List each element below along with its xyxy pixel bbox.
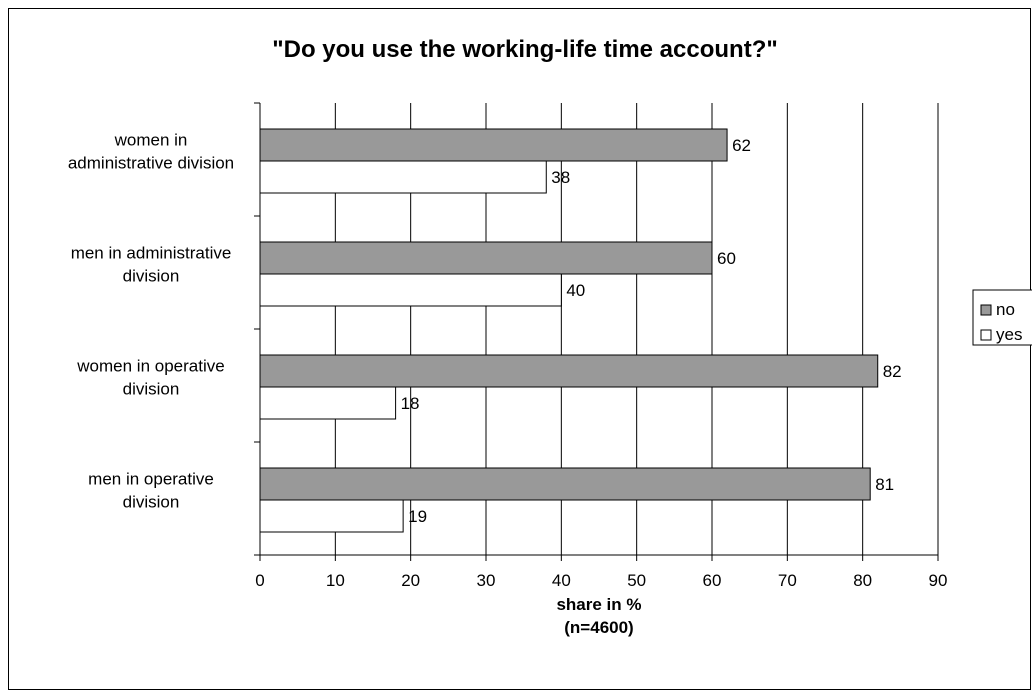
bar-yes [259, 273, 562, 307]
legend-swatch-yes [980, 329, 992, 341]
x-tick-label: 20 [401, 571, 420, 590]
category-label-line: administrative division [68, 154, 234, 173]
bar-yes [259, 499, 404, 533]
category-label: men in operative division [88, 470, 214, 512]
category-label-line: women in operative [76, 357, 224, 376]
category-labels: women in administrative division men in ad… [68, 131, 234, 512]
x-tick-label: 60 [703, 571, 722, 590]
bars [259, 128, 879, 533]
data-label-yes: 38 [551, 168, 570, 187]
category-label: men in administrative division [71, 244, 232, 286]
legend-swatch-no [980, 304, 992, 316]
x-axis-title-line: share in % [556, 595, 641, 614]
legend: no yes [972, 289, 1033, 346]
x-axis: 0 10 20 30 40 50 60 70 80 90 [255, 554, 948, 590]
x-axis-title: share in % (n=4600) [556, 595, 641, 637]
data-label-yes: 40 [566, 281, 585, 300]
category-label: women in administrative division [68, 131, 234, 173]
data-label-yes: 18 [401, 394, 420, 413]
bar-no [259, 241, 713, 275]
bar-chart: "Do you use the working-life time accoun… [68, 36, 1033, 637]
data-labels: 62 38 60 40 82 18 81 19 [401, 136, 902, 526]
category-label-line: women in [114, 131, 188, 150]
bar-no [259, 128, 728, 162]
data-label-no: 81 [875, 475, 894, 494]
bar-yes [259, 386, 397, 420]
y-axis [254, 102, 261, 556]
data-label-no: 62 [732, 136, 751, 155]
category-label-line: division [123, 380, 180, 399]
category-label-line: men in administrative [71, 244, 232, 263]
x-tick-label: 30 [477, 571, 496, 590]
x-tick-label: 50 [627, 571, 646, 590]
bar-no [259, 354, 879, 388]
bar-no [259, 467, 871, 501]
x-tick-label: 40 [552, 571, 571, 590]
chart-title: "Do you use the working-life time accoun… [272, 36, 777, 63]
category-label-line: division [123, 493, 180, 512]
legend-label-yes: yes [996, 325, 1022, 344]
x-tick-label: 70 [778, 571, 797, 590]
legend-label-no: no [996, 300, 1015, 319]
x-tick-label: 0 [255, 571, 264, 590]
data-label-no: 82 [883, 362, 902, 381]
category-label: women in operative division [76, 357, 224, 399]
x-tick-label: 90 [929, 571, 948, 590]
data-label-no: 60 [717, 249, 736, 268]
bar-yes [259, 160, 547, 194]
category-label-line: division [123, 267, 180, 286]
x-tick-label: 80 [853, 571, 872, 590]
x-tick-label: 10 [326, 571, 345, 590]
data-label-yes: 19 [408, 507, 427, 526]
category-label-line: men in operative [88, 470, 214, 489]
chart-frame: "Do you use the working-life time accoun… [8, 8, 1033, 690]
x-axis-title-line: (n=4600) [564, 618, 633, 637]
